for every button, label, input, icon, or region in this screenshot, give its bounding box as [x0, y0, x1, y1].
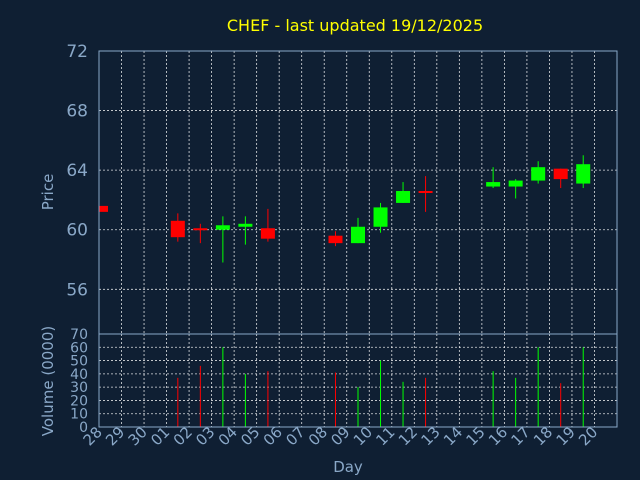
volume-tick-label: 60: [70, 340, 88, 356]
volume-tick-label: 30: [70, 380, 88, 396]
candle-05: [260, 208, 275, 242]
price-tick-label: 64: [66, 161, 88, 181]
candle-body: [576, 164, 591, 184]
candle-18: [553, 168, 568, 189]
candle-08: [328, 231, 343, 247]
candle-02: [193, 223, 208, 244]
price-panel-frame: [98, 50, 618, 335]
candle-17: [531, 161, 546, 184]
candle-body: [260, 228, 275, 239]
candle-body: [238, 223, 253, 227]
candle-body: [418, 191, 433, 194]
price-axis-label: Price: [39, 174, 57, 211]
candle-body: [396, 191, 411, 203]
volume-tick-label: 0: [79, 420, 88, 436]
candles: [99, 155, 591, 263]
candle-body: [508, 180, 523, 187]
volume-tick-label: 50: [70, 354, 88, 370]
candle-body: [351, 226, 365, 244]
candle-15: [486, 167, 501, 189]
volume-grid: [99, 334, 617, 427]
volume-tick-label: 10: [70, 407, 88, 423]
candle-09: [351, 217, 365, 244]
price-tick-label: 56: [66, 280, 88, 300]
volume-bars: [177, 347, 584, 427]
chart-title: CHEF - last updated 19/12/2025: [227, 16, 483, 35]
candle-03: [215, 216, 230, 263]
volume-panel-frame: [98, 333, 618, 428]
candle-body: [531, 167, 546, 181]
candle-body: [486, 182, 501, 187]
candle-28: [99, 205, 108, 212]
candle-body: [193, 228, 208, 231]
x-axis-label: Day: [333, 458, 363, 476]
candle-body: [328, 235, 343, 244]
candle-body: [373, 207, 388, 227]
volume-tick-label: 40: [70, 367, 88, 383]
candle-body: [170, 220, 185, 238]
candle-19: [576, 155, 591, 189]
volume-axis-label: Volume (0000): [39, 326, 57, 436]
volume-tick-label: 70: [70, 327, 88, 343]
candle-body: [215, 225, 230, 230]
candle-body: [99, 205, 108, 212]
candle-16: [508, 179, 523, 199]
candle-11: [396, 182, 411, 203]
candle-04: [238, 216, 253, 245]
price-tick-label: 60: [66, 221, 88, 241]
price-tick-label: 68: [66, 102, 88, 122]
volume-tick-label: 20: [70, 393, 88, 409]
price-grid: [99, 51, 617, 334]
candle-body: [553, 168, 568, 180]
candle-01: [170, 213, 185, 242]
candle-12: [418, 176, 433, 212]
price-tick-label: 72: [66, 42, 88, 62]
price-tick-labels: 56 60 64 68 72: [66, 42, 88, 300]
candle-10: [373, 202, 388, 233]
